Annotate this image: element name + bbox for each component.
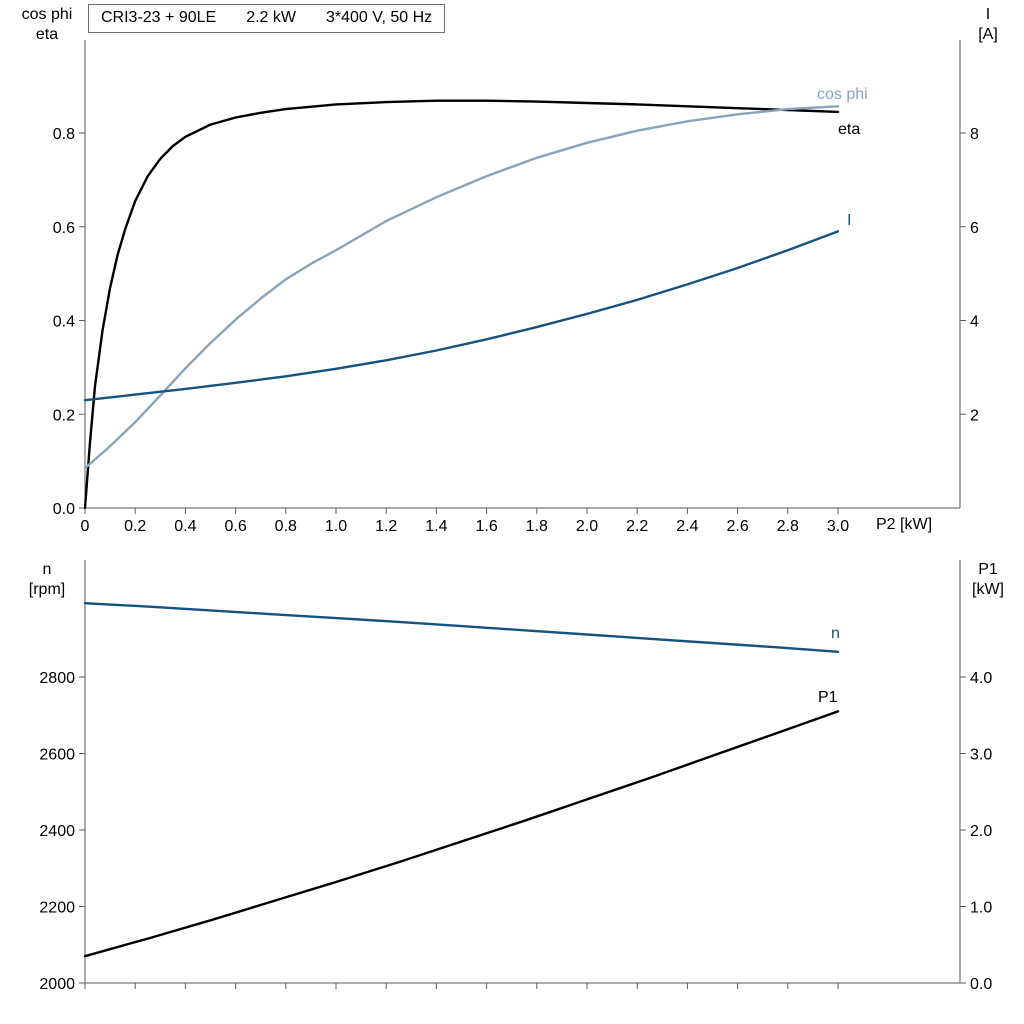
series-i [83,230,840,402]
top-left-axis-label: cos phi eta [8,5,86,45]
y-tick-label-left: 2200 [39,900,75,917]
y-tick-label-right: 4 [970,314,979,331]
y-tick-label-right: 4.0 [970,670,992,687]
x-tick-label: 2.0 [576,518,598,535]
axis-label-p1: P1 [978,561,998,578]
x-tick-label: 1.4 [425,518,447,535]
x-axis-label-p2: P2 [kW] [876,516,933,533]
chart-title-model: CRI3-23 + 90LE [101,9,217,26]
x-tick-label: 0 [81,518,90,535]
x-tick-label: 2.4 [676,518,698,535]
chart-title-power: 2.2 kW [246,9,296,26]
x-tick-label: 2.2 [626,518,648,535]
x-tick-label: 1.8 [526,518,548,535]
y-tick-label-right: 6 [970,220,979,237]
axis-label-current: I [985,6,991,23]
y-tick-label-right: 0.0 [970,976,992,993]
x-tick-label: 0.4 [174,518,196,535]
y-tick-label-left: 0.4 [53,314,75,331]
curve-label-p1: P1 [818,689,838,706]
y-tick-label-left: 2000 [39,976,75,993]
y-tick-label-right: 8 [970,126,979,143]
axis-label-ampere-unit: [A] [978,26,998,43]
y-tick-label-left: 0.6 [53,220,75,237]
bottom-right-axis-label: P1 [kW] [958,560,1018,600]
curve-label-eta: eta [838,121,861,138]
axis-label-eta: eta [35,26,59,43]
axis-label-kw-unit: [kW] [972,581,1004,598]
x-tick-label: 0.2 [124,518,146,535]
y-tick-label-left: 0.2 [53,407,75,424]
chart-title: CRI3-23 + 90LE 2.2 kW 3*400 V, 50 Hz [88,4,446,33]
y-tick-label-right: 1.0 [970,900,992,917]
series-p1 [83,710,840,958]
y-tick-label-right: 3.0 [970,747,992,764]
bottom-left-axis-label: n [rpm] [8,560,86,600]
y-tick-label-left: 0.0 [53,501,75,518]
x-tick-label: 0.6 [224,518,246,535]
axis-label-speed: n [42,561,52,578]
axis-label-rpm-unit: [rpm] [28,581,66,598]
y-tick-label-right: 2.0 [970,823,992,840]
series-eta [83,99,840,510]
x-tick-label: 1.0 [325,518,347,535]
series-n [83,602,840,653]
x-tick-label: 1.6 [475,518,497,535]
y-tick-label-left: 2400 [39,823,75,840]
y-tick-label-left: 2800 [39,670,75,687]
curve-label-speed: n [831,625,840,642]
y-tick-label-right: 2 [970,407,979,424]
x-tick-label: 2.6 [726,518,748,535]
chart-title-voltage: 3*400 V, 50 Hz [325,9,433,26]
y-tick-label-left: 2600 [39,747,75,764]
y-tick-label-left: 0.8 [53,126,75,143]
x-tick-label: 1.2 [375,518,397,535]
x-tick-label: 3.0 [827,518,849,535]
x-tick-label: 0.8 [275,518,297,535]
x-tick-label: 2.8 [777,518,799,535]
curve-label-current: I [847,212,852,229]
axis-label-cos-phi: cos phi [21,6,73,23]
series-cos-phi [83,105,840,470]
top-right-axis-label: I [A] [960,5,1016,45]
curve-label-cos-phi: cos phi [817,86,868,103]
